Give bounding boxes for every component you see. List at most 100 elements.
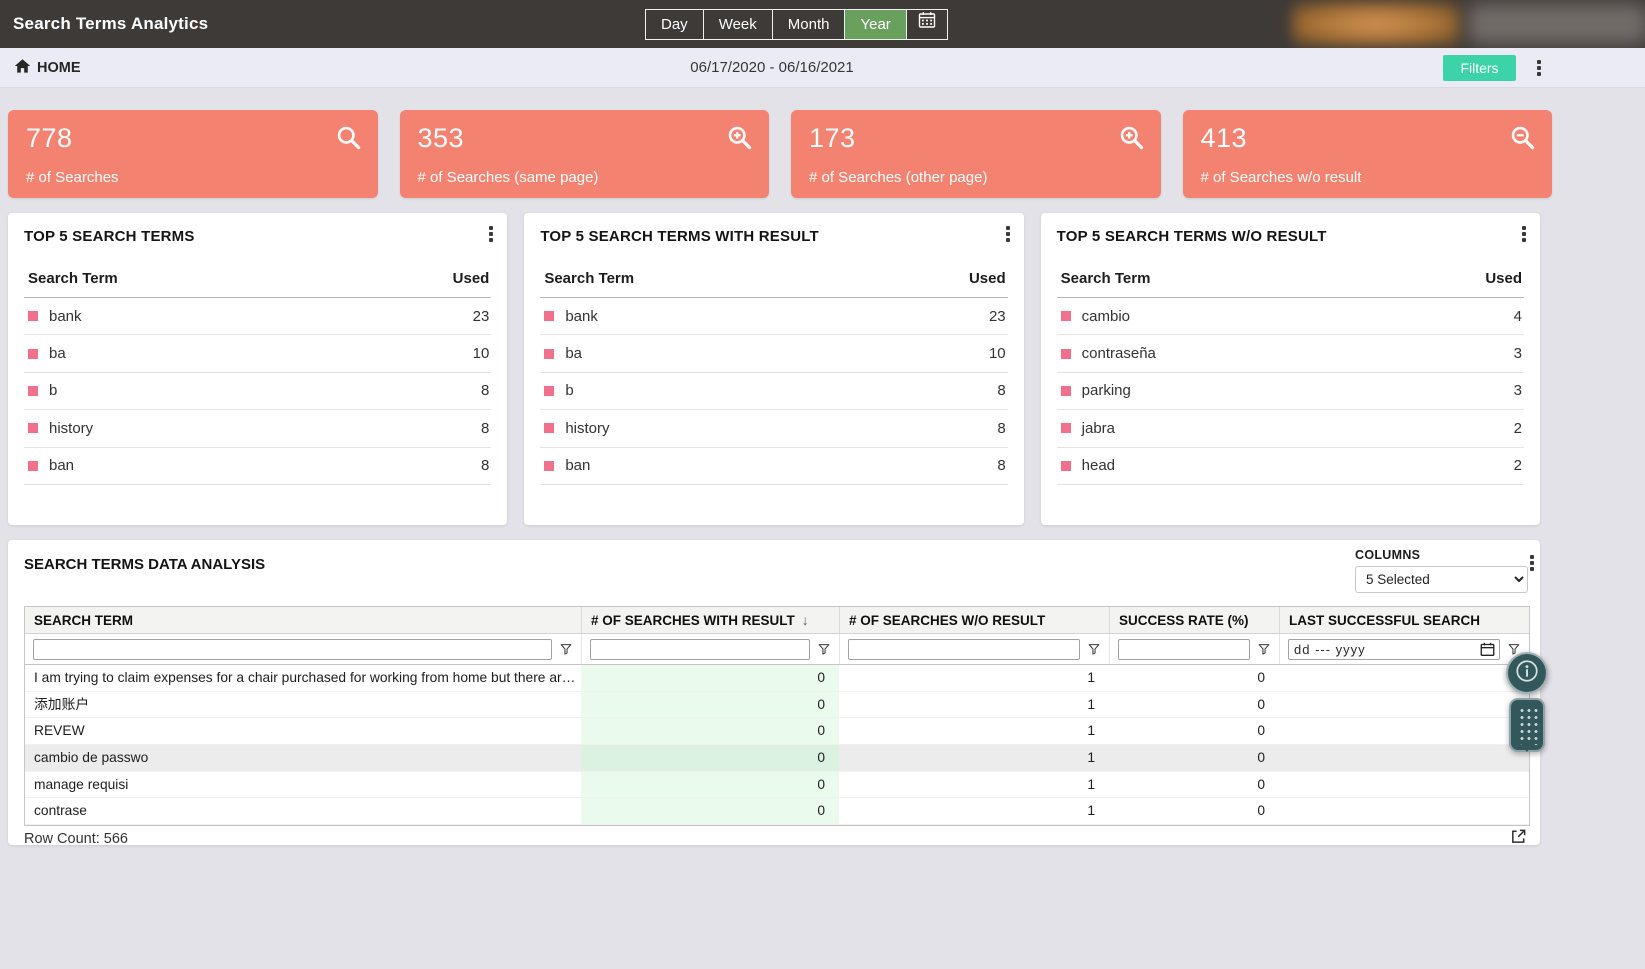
col-header-success-rate[interactable]: SUCCESS RATE (%) [1109,607,1279,633]
card-menu-button[interactable] [1516,225,1532,243]
list-item: ban 8 [540,448,1008,485]
filters-button[interactable]: Filters [1443,55,1516,81]
columns-selector: COLUMNS 5 Selected [1355,548,1528,593]
cell-last-search [1279,692,1529,718]
series-bullet-icon [1060,348,1071,359]
list-item: parking 3 [1056,373,1524,411]
col-search-term: Search Term [28,270,118,287]
period-day-button[interactable]: Day [645,9,704,40]
cell-search-term: cambio de passwo [34,750,149,766]
widget-drag-handle[interactable] [1509,698,1545,752]
card-title: TOP 5 SEARCH TERMS [24,228,195,245]
used-value: 8 [480,382,490,400]
term-label: ban [565,457,591,475]
breadcrumb-home-label: HOME [37,60,81,76]
kebab-icon [489,232,494,236]
period-year-button[interactable]: Year [844,9,907,40]
col-header-searches-with-result[interactable]: # OF SEARCHES WITH RESULT ↓ [581,607,839,633]
breadcrumb-actions: Filters [1443,55,1547,81]
cell-with-result: 0 [581,718,839,745]
filter-cell-with-result [581,634,839,664]
table-row[interactable]: cambio de passwo 0 1 0 [25,745,1529,772]
col-header-label: # OF SEARCHES WITH RESULT [591,612,795,628]
calendar-icon [918,10,936,39]
kebab-icon [1005,232,1010,236]
external-link-icon[interactable] [1510,828,1527,845]
magnifier-icon [335,124,362,156]
term-label: parking [1081,382,1131,400]
cell-last-search [1279,718,1529,744]
filter-cell-search-term [25,634,581,664]
used-value: 4 [1513,307,1522,325]
col-used: Used [1485,270,1522,287]
analysis-table: SEARCH TERM # OF SEARCHES WITH RESULT ↓ … [24,606,1530,826]
col-used: Used [452,270,490,287]
filter-funnel-icon[interactable] [1087,642,1101,656]
filter-funnel-icon[interactable] [1507,642,1521,656]
kpi-card-searches[interactable]: 778 # of Searches [8,110,378,198]
table-row[interactable]: contrase 0 1 0 [25,798,1529,825]
period-week-button[interactable]: Week [702,9,773,40]
kpi-card-searches-same-page[interactable]: 353 # of Searches (same page) [399,110,769,198]
period-month-button[interactable]: Month [771,9,846,40]
card-menu-button[interactable] [1000,225,1016,243]
series-bullet-icon [1060,460,1071,471]
no-result-filter-input[interactable] [848,638,1080,660]
card-title: TOP 5 SEARCH TERMS WITH RESULT [540,228,819,245]
kpi-card-searches-other-page[interactable]: 173 # of Searches (other page) [791,110,1161,198]
kpi-row: 778 # of Searches 353 # of Searches (sam… [8,110,1552,198]
cell-success-rate: 0 [1257,670,1265,685]
series-bullet-icon [544,385,555,396]
kpi-value: 173 [809,123,856,153]
cell-success-rate: 0 [1257,696,1265,712]
with-result-filter-input[interactable] [590,638,810,660]
kpi-value: 778 [26,123,73,153]
cell-success-rate: 0 [1257,723,1265,739]
term-label: ban [49,457,75,475]
breadcrumb-home-link[interactable]: HOME [14,48,81,88]
series-bullet-icon [1060,385,1071,396]
list-item: bank 23 [24,298,492,336]
analysis-title: SEARCH TERMS DATA ANALYSIS [24,556,266,573]
cell-search-term: contrase [34,803,87,819]
series-bullet-icon [544,348,555,359]
series-bullet-icon [28,348,38,359]
columns-select[interactable]: 5 Selected [1355,566,1528,593]
last-search-date-filter-input[interactable] [1288,638,1500,660]
calendar-range-button[interactable] [905,9,948,40]
cell-with-result: 0 [581,771,839,798]
cell-no-result: 1 [1087,723,1095,739]
list-item: jabra 2 [1056,410,1524,448]
col-used: Used [968,270,1006,287]
table-row[interactable]: REVEW 0 1 0 [25,718,1529,746]
cell-success-rate: 0 [1257,803,1265,819]
col-header-last-successful-search[interactable]: LAST SUCCESSFUL SEARCH [1279,607,1529,633]
card-menu-button[interactable] [1524,554,1540,572]
card-menu-button[interactable] [483,225,499,243]
info-widget-button[interactable] [1506,652,1548,694]
table-row[interactable]: I am trying to claim expenses for a chai… [25,665,1529,692]
cell-with-result: 0 [581,691,839,718]
search-term-filter-input[interactable] [33,638,552,660]
used-value: 8 [997,457,1006,475]
success-rate-filter-input[interactable] [1118,638,1250,660]
filter-funnel-icon[interactable] [817,642,831,656]
kebab-icon [1537,66,1541,70]
col-header-search-term[interactable]: SEARCH TERM [25,607,581,633]
top-bar: Search Terms Analytics Day Week Month Ye… [0,0,1645,48]
page-menu-button[interactable] [1531,59,1547,77]
series-bullet-icon [28,385,38,396]
table-row[interactable]: 添加账户 0 1 0 [25,691,1529,719]
kpi-label: # of Searches (other page) [809,169,988,186]
col-header-searches-no-result[interactable]: # OF SEARCHES W/O RESULT [839,607,1109,633]
kpi-card-searches-no-result[interactable]: 413 # of Searches w/o result [1182,110,1552,198]
table-row[interactable]: manage requisi 0 1 0 [25,771,1529,799]
cell-no-result: 1 [1087,803,1095,819]
filter-funnel-icon[interactable] [559,642,573,656]
analysis-table-body: I am trying to claim expenses for a chai… [25,665,1529,825]
breadcrumb-bar: HOME 06/17/2020 - 06/16/2021 Filters [0,48,1645,88]
filter-funnel-icon[interactable] [1257,642,1271,656]
top5-table: Search Term Used cambio 4 contraseña 3 par… [1056,270,1524,485]
magnifier-plus-icon [1118,124,1145,156]
term-label: history [49,419,94,437]
